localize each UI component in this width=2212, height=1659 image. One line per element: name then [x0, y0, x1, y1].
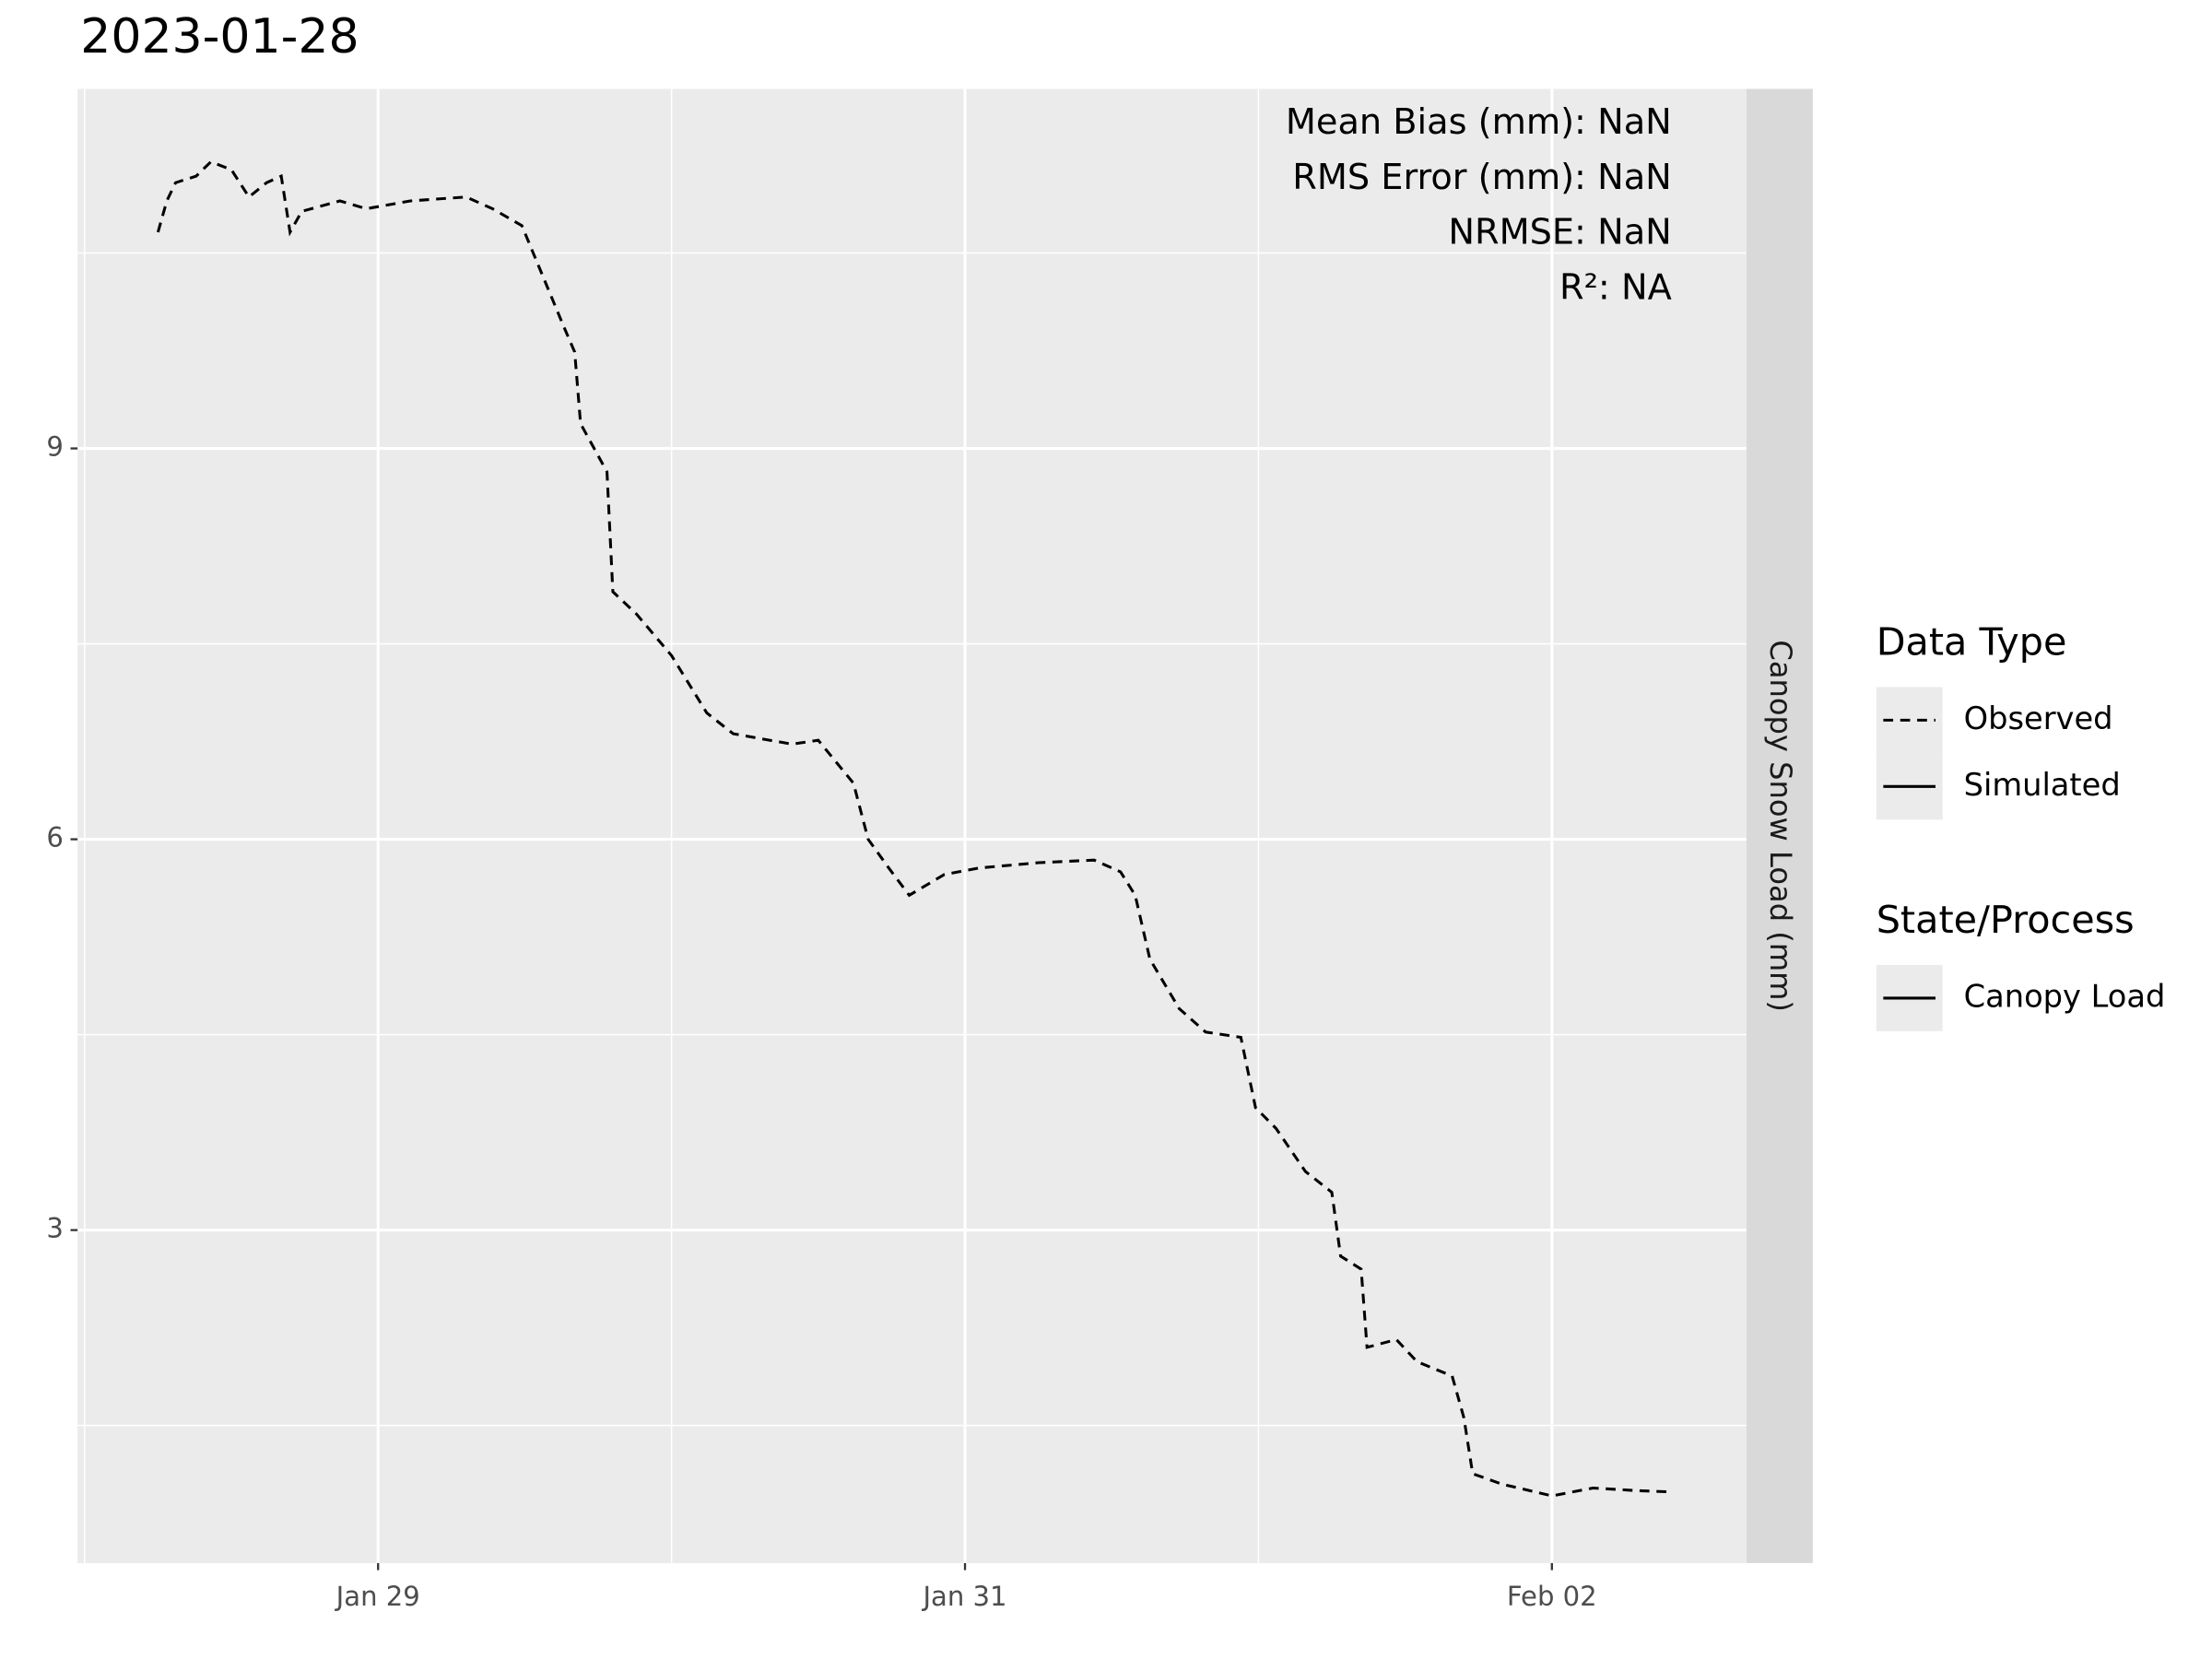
- y-tick-label: 9: [46, 431, 64, 463]
- legend-label: Canopy Load: [1964, 978, 2166, 1014]
- annotation: RMS Error (mm): NaN: [1292, 157, 1672, 198]
- legend-title: State/Process: [1877, 898, 2135, 942]
- facet-label: Canopy Snow Load (mm): [1763, 640, 1798, 1012]
- annotation: R²: NA: [1559, 266, 1672, 308]
- y-tick-label: 3: [46, 1213, 64, 1244]
- x-tick-label: Jan 29: [335, 1581, 420, 1612]
- annotation: Mean Bias (mm): NaN: [1286, 101, 1672, 143]
- chart-title: 2023-01-28: [80, 9, 359, 65]
- data-line: [156, 159, 1673, 1498]
- y-tick-label: 6: [46, 822, 64, 853]
- annotation: NRMSE: NaN: [1448, 212, 1671, 253]
- x-tick-label: Jan 31: [921, 1581, 1006, 1612]
- x-tick-label: Feb 02: [1507, 1581, 1597, 1612]
- legend-label: Simulated: [1964, 767, 2121, 803]
- legend-label: Observed: [1964, 700, 2113, 736]
- facet-strip: [1746, 88, 1813, 1563]
- panel: [77, 88, 1747, 1563]
- legend-title: Data Type: [1877, 619, 2067, 664]
